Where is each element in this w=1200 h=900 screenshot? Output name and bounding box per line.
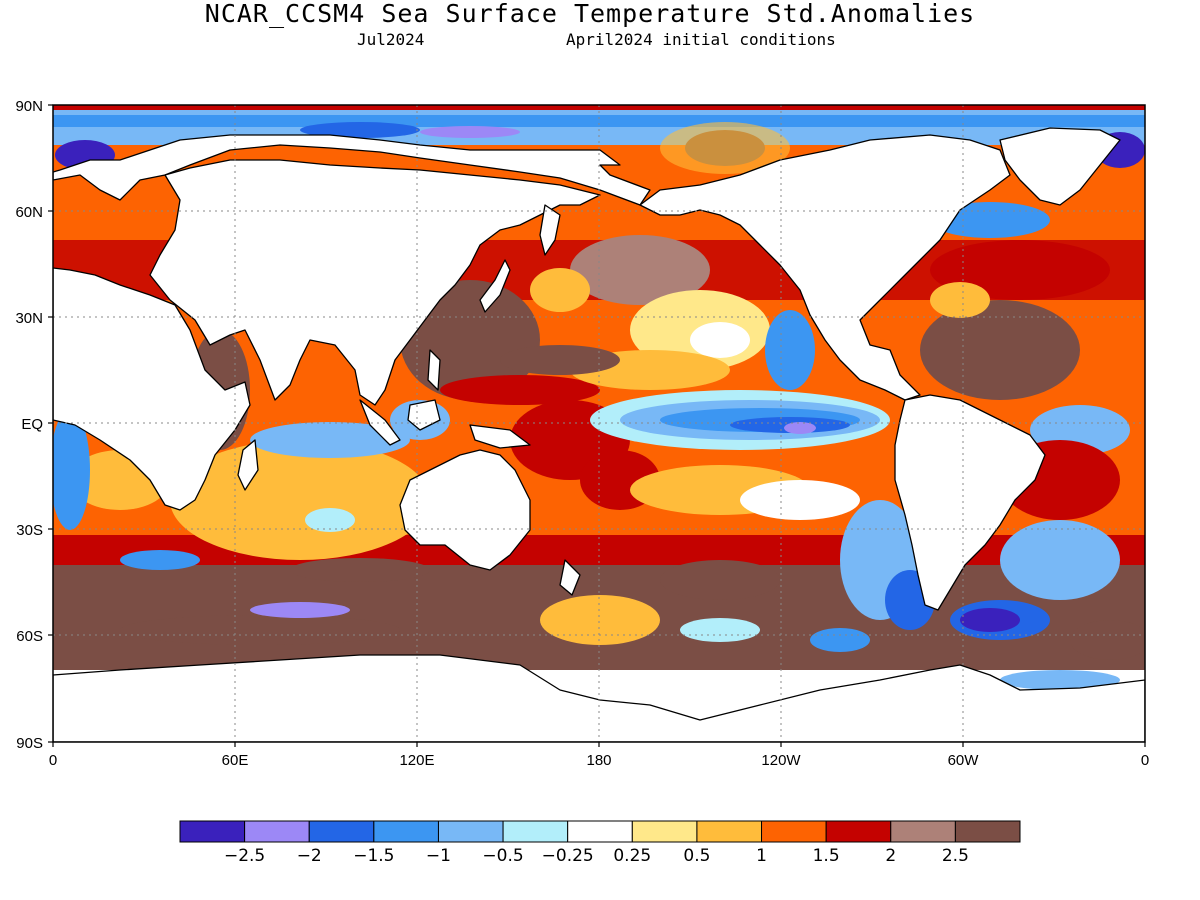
forecast-month: Jul2024 [357,30,425,49]
colorbar-label: 1 [756,846,767,866]
new-zealand-landmass [559,559,581,596]
anomaly-patch [1000,670,1120,690]
anomaly-patch [120,615,400,645]
philippines-landmass [427,349,441,391]
lon-label: 0 [1141,752,1149,769]
colorbar-swatch [244,820,310,843]
lon-label: 60W [948,752,980,769]
anomaly-patch [540,595,660,645]
north-america-landmass [639,134,1011,401]
colorbar-label: 2 [885,846,897,866]
latitude-labels: 90N 60N 30N EQ 30S 60S 90S [15,98,43,752]
lat-label: 90S [16,735,43,752]
anomaly-patch [690,322,750,358]
colorbar-label: −0.25 [541,846,594,866]
lat-label: 60N [15,204,43,221]
anomaly-patch [53,105,1145,110]
asia-landmass [149,159,601,406]
sumatra-landmass [359,399,401,446]
colorbar-label: 1.5 [812,846,840,866]
anomaly-patch [290,558,430,582]
lon-label: 120W [761,752,801,769]
colorbar-label: 2.5 [941,846,969,866]
lon-label: 120E [399,752,434,769]
japan-landmass [479,259,511,313]
anomaly-patch [530,268,590,312]
lon-label: 180 [586,752,611,769]
anomaly-patch [305,508,355,532]
colorbar-swatch [890,820,956,843]
colorbar-label: 0.25 [613,846,652,866]
graticule [53,105,1145,742]
anomaly-patch [170,440,430,560]
lat-label: 90N [15,98,43,115]
anomaly-patch [500,345,620,375]
eurasia-landmass [53,134,651,206]
anomaly-patch [680,618,760,642]
map-title: NCAR_CCSM4 Sea Surface Temperature Std.A… [204,0,976,28]
colorbar-swatch [502,820,569,843]
australia-landmass [399,449,531,571]
colorbar [179,820,1021,843]
anomaly-patch [784,422,816,434]
colorbar-swatch [373,820,439,843]
anomaly-patch [1000,520,1120,600]
colorbar-swatch [437,820,504,843]
colorbar-swatch [761,820,827,843]
colorbar-swatch [696,820,763,843]
anomaly-patch [810,628,870,652]
longitude-labels: 0 60E 120E 180 120W 60W 0 [49,752,1149,769]
anomaly-patch [1070,620,1145,660]
colorbar-label: −2 [296,846,322,866]
antarctica-landmass [53,654,1145,742]
lat-label: EQ [21,416,43,433]
colorbar-label: −0.5 [482,846,524,866]
anomaly-patch [53,115,1145,127]
anomaly-patch [920,300,1080,400]
lat-label: 60S [16,628,43,645]
anomaly-patch [120,550,200,570]
colorbar-label: 0.5 [683,846,711,866]
anomaly-patch [660,122,790,174]
anomaly-patch [420,126,520,138]
anomaly-patch [930,282,990,318]
lat-label: 30S [16,522,43,539]
colorbar-swatch [631,820,698,843]
colorbar-swatch [308,820,375,843]
lon-label: 60E [222,752,249,769]
initial-conditions-label: April2024 initial conditions [566,30,836,49]
anomaly-patch [570,235,710,305]
lat-label: 30N [15,310,43,327]
anomaly-patch [250,602,350,618]
anomaly-patch [660,560,780,600]
anomaly-patch [765,310,815,390]
colorbar-swatch [954,820,1021,843]
anomaly-patch [250,422,410,458]
anomaly-patch [960,608,1020,632]
colorbar-label: −1.5 [353,846,395,866]
anomaly-patch [740,480,860,520]
colorbar-label: −2.5 [223,846,266,866]
colorbar-swatch [179,820,246,843]
colorbar-label: −1 [425,846,451,866]
greenland-landmass [999,127,1121,206]
new-guinea-landmass [469,424,531,449]
axis-ticks [48,104,1146,747]
anomaly-patch [440,375,600,405]
kamchatka-landmass [539,204,561,256]
colorbar-swatch [825,820,892,843]
anomaly-patch [53,410,90,530]
madagascar-landmass [237,439,259,491]
colorbar-swatch [567,820,633,843]
anomaly-patch [300,122,420,138]
south-america-landmass [894,394,1046,611]
continents [53,127,1145,742]
lon-label: 0 [49,752,57,769]
